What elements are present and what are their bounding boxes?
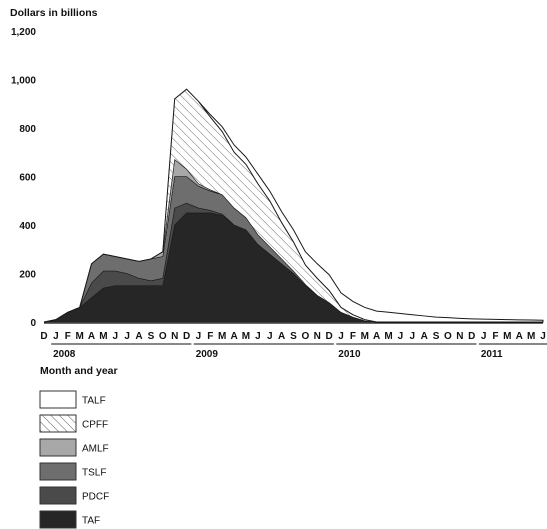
y-tick-label: 600 — [19, 173, 36, 184]
y-tick-label: 0 — [30, 318, 36, 329]
x-tick-label: O — [444, 331, 452, 342]
x-tick-label: J — [267, 331, 273, 342]
x-tick-label: J — [410, 331, 416, 342]
year-label: 2009 — [196, 349, 219, 360]
legend-swatch-taf — [39, 510, 77, 529]
x-tick-label: M — [361, 331, 369, 342]
x-tick-label: F — [350, 331, 356, 342]
x-tick-label: M — [503, 331, 511, 342]
x-tick-label: M — [527, 331, 535, 342]
legend-swatch-tslf — [39, 462, 77, 481]
x-tick-label: A — [135, 331, 142, 342]
y-tick-label: 1,000 — [11, 76, 36, 87]
x-tick-label: J — [540, 331, 546, 342]
x-tick-label: A — [373, 331, 380, 342]
x-tick-label: S — [148, 331, 155, 342]
legend-label-cpff: CPFF — [82, 420, 108, 431]
year-label: 2011 — [481, 349, 503, 360]
y-tick-label: 1,200 — [11, 27, 36, 38]
x-tick-label: S — [433, 331, 440, 342]
x-tick-label: N — [171, 331, 178, 342]
x-tick-label: A — [230, 331, 237, 342]
y-tick-label: 800 — [19, 124, 36, 135]
legend-label-amlf: AMLF — [82, 444, 109, 455]
x-tick-label: J — [53, 331, 59, 342]
x-tick-label: F — [207, 331, 213, 342]
x-tick-label: M — [384, 331, 392, 342]
series-areas — [43, 88, 544, 323]
x-tick-label: J — [196, 331, 202, 342]
area-talf — [43, 88, 544, 323]
x-tick-label: D — [326, 331, 333, 342]
x-tick-label: F — [65, 331, 71, 342]
legend-swatch-talf — [39, 390, 77, 409]
legend-label-talf: TALF — [82, 396, 106, 407]
legend-label-pdcf: PDCF — [82, 492, 109, 503]
x-tick-label: J — [124, 331, 130, 342]
y-axis-title: Dollars in billions — [10, 7, 98, 19]
legend-label-taf: TAF — [82, 516, 100, 527]
legend-swatch-amlf — [39, 438, 77, 457]
year-label: 2008 — [53, 349, 76, 360]
legend: TALF CPFF AMLF TSLF PDCF TAF — [39, 390, 109, 529]
y-tick-label: 400 — [19, 221, 36, 232]
x-tick-label: J — [255, 331, 261, 342]
x-axis-title: Month and year — [40, 365, 118, 377]
x-tick-label: A — [516, 331, 523, 342]
year-labels: 2008 2009 2010 2011 — [51, 343, 547, 360]
y-tick-label: 200 — [19, 270, 36, 281]
x-tick-label: A — [421, 331, 428, 342]
x-tick-label: N — [314, 331, 321, 342]
x-tick-label: M — [99, 331, 107, 342]
legend-swatch-pdcf — [39, 486, 77, 505]
x-tick-label: D — [183, 331, 190, 342]
x-tick-label: S — [290, 331, 297, 342]
y-axis-ticks: 0 200 400 600 800 1,000 1,200 — [11, 27, 36, 329]
x-tick-label: D — [468, 331, 475, 342]
x-tick-label: M — [75, 331, 83, 342]
x-tick-label: A — [278, 331, 285, 342]
x-tick-label: O — [159, 331, 167, 342]
x-tick-label: A — [88, 331, 95, 342]
x-tick-label: F — [492, 331, 498, 342]
legend-label-tslf: TSLF — [82, 468, 106, 479]
x-tick-label: N — [456, 331, 463, 342]
x-tick-label: M — [242, 331, 250, 342]
x-tick-label: M — [218, 331, 226, 342]
x-tick-label: J — [481, 331, 487, 342]
year-label: 2010 — [338, 349, 361, 360]
x-tick-label: D — [40, 331, 47, 342]
x-tick-label: J — [338, 331, 344, 342]
x-tick-label: J — [398, 331, 404, 342]
x-tick-label: O — [301, 331, 309, 342]
legend-swatch-cpff — [39, 414, 77, 433]
x-tick-label: J — [113, 331, 119, 342]
